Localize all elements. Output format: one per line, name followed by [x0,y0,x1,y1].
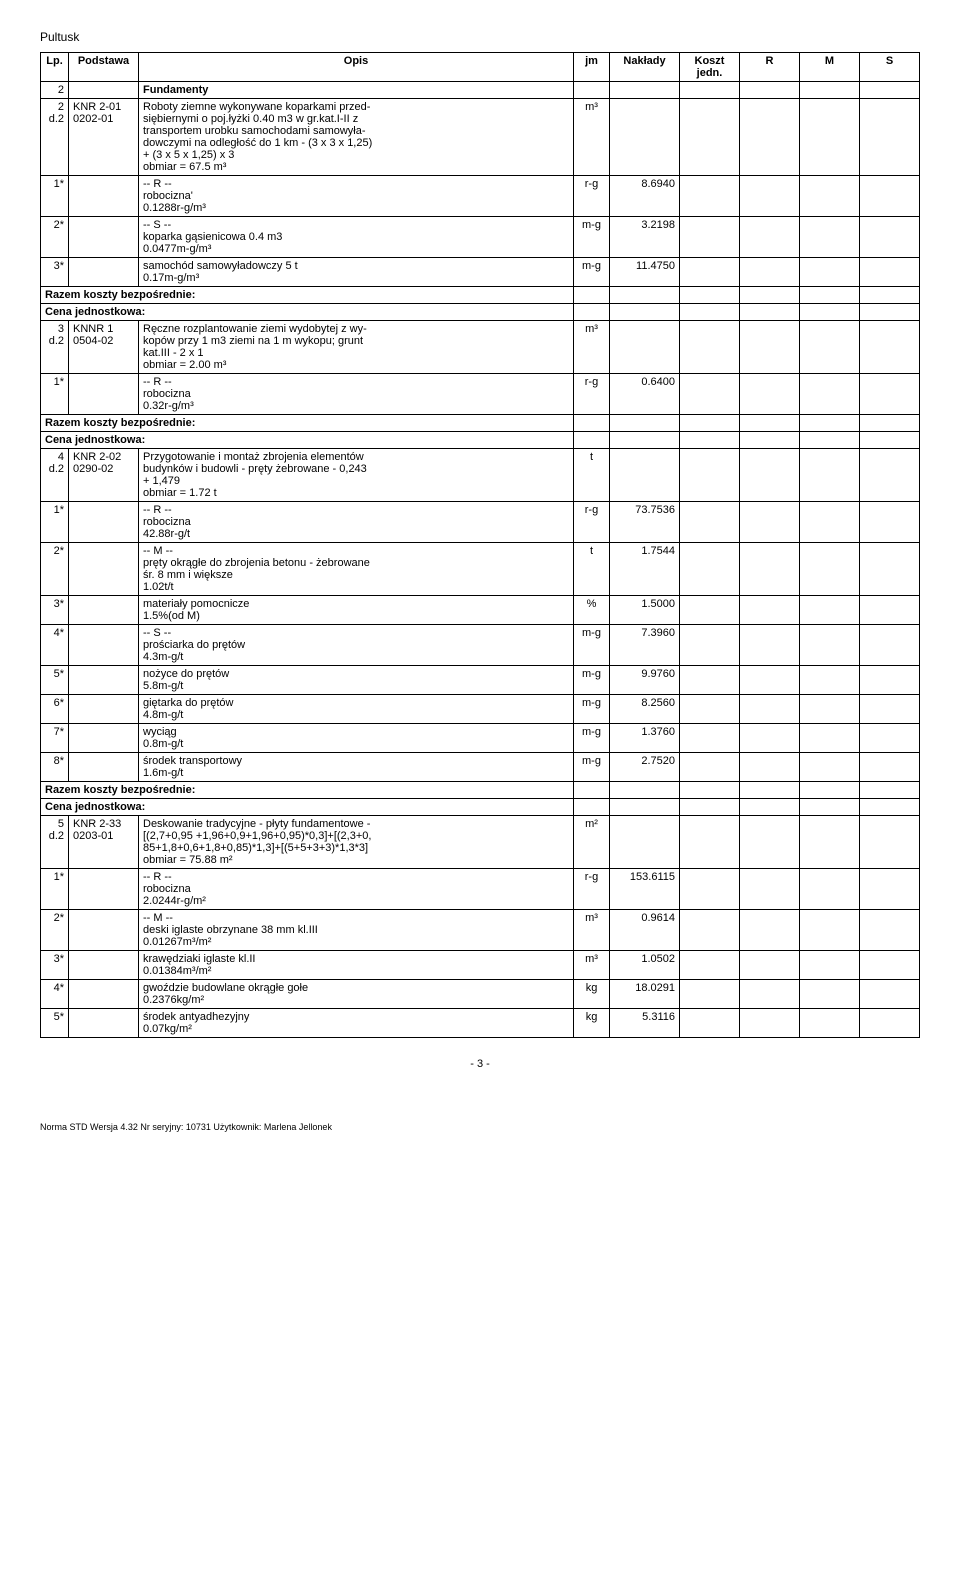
table-row: 2*-- M --pręty okrągłe do zbrojenia beto… [41,543,920,596]
col-podstawa: Podstawa [69,53,139,82]
row-cena: Cena jednostkowa: [41,304,920,321]
table-row: 5*nożyce do prętów5.8m-g/tm-g9.9760 [41,666,920,695]
table-row: 2Fundamenty [41,82,920,99]
table-row: 4*gwoździe budowlane okrągłe gołe0.2376k… [41,980,920,1009]
table-row: 3*krawędziaki iglaste kl.II0.01384m³/m²m… [41,951,920,980]
table-row: 7*wyciąg0.8m-g/tm-g1.3760 [41,724,920,753]
table-row: 1*-- R --robocizna0.32r-g/m³r-g0.6400 [41,374,920,415]
table-row: 5*środek antyadhezyjny0.07kg/m²kg5.3116 [41,1009,920,1038]
table-row: 2*-- M --deski iglaste obrzynane 38 mm k… [41,910,920,951]
row-razem: Razem koszty bezpośrednie: [41,287,920,304]
table-row: 5d.2KNR 2-33 0203-01Deskowanie tradycyjn… [41,816,920,869]
col-koszt-bot: jedn. [697,67,723,79]
row-razem: Razem koszty bezpośrednie: [41,415,920,432]
table-header-row: Lp. Podstawa Opis jm Nakłady Koszt jedn.… [41,53,920,82]
table-row: 4*-- S --prościarka do prętów4.3m-g/tm-g… [41,625,920,666]
table-row: 1*-- R --robocizna2.0244r-g/m²r-g153.611… [41,869,920,910]
row-cena: Cena jednostkowa: [41,432,920,449]
col-naklady: Nakłady [610,53,680,82]
table-row: 2*-- S --koparka gąsienicowa 0.4 m30.047… [41,217,920,258]
main-table: Lp. Podstawa Opis jm Nakłady Koszt jedn.… [40,52,920,1038]
page-number: - 3 - [40,1058,920,1070]
table-row: 3*materiały pomocnicze1.5%(od M)%1.5000 [41,596,920,625]
col-lp: Lp. [41,53,69,82]
table-row: 3*samochód samowyładowczy 5 t0.17m-g/m³m… [41,258,920,287]
table-row: 8*środek transportowy1.6m-g/tm-g2.7520 [41,753,920,782]
col-koszt-top: Koszt [695,55,725,67]
table-row: 2d.2KNR 2-01 0202-01Roboty ziemne wykony… [41,99,920,176]
row-cena: Cena jednostkowa: [41,799,920,816]
col-koszt-jedn: Koszt jedn. [680,53,740,82]
col-opis: Opis [139,53,574,82]
table-row: 1*-- R --robocizna42.88r-g/tr-g73.7536 [41,502,920,543]
footer-line: Norma STD Wersja 4.32 Nr seryjny: 10731 … [0,1120,960,1134]
row-razem: Razem koszty bezpośrednie: [41,782,920,799]
table-row: 3d.2KNNR 1 0504-02Ręczne rozplantowanie … [41,321,920,374]
col-m: M [800,53,860,82]
col-r: R [740,53,800,82]
table-row: 4d.2KNR 2-02 0290-02Przygotowanie i mont… [41,449,920,502]
col-jm: jm [574,53,610,82]
table-row: 1*-- R --robocizna'0.1288r-g/m³r-g8.6940 [41,176,920,217]
doc-title: Pultusk [40,30,920,44]
col-s: S [860,53,920,82]
table-row: 6*giętarka do prętów4.8m-g/tm-g8.2560 [41,695,920,724]
